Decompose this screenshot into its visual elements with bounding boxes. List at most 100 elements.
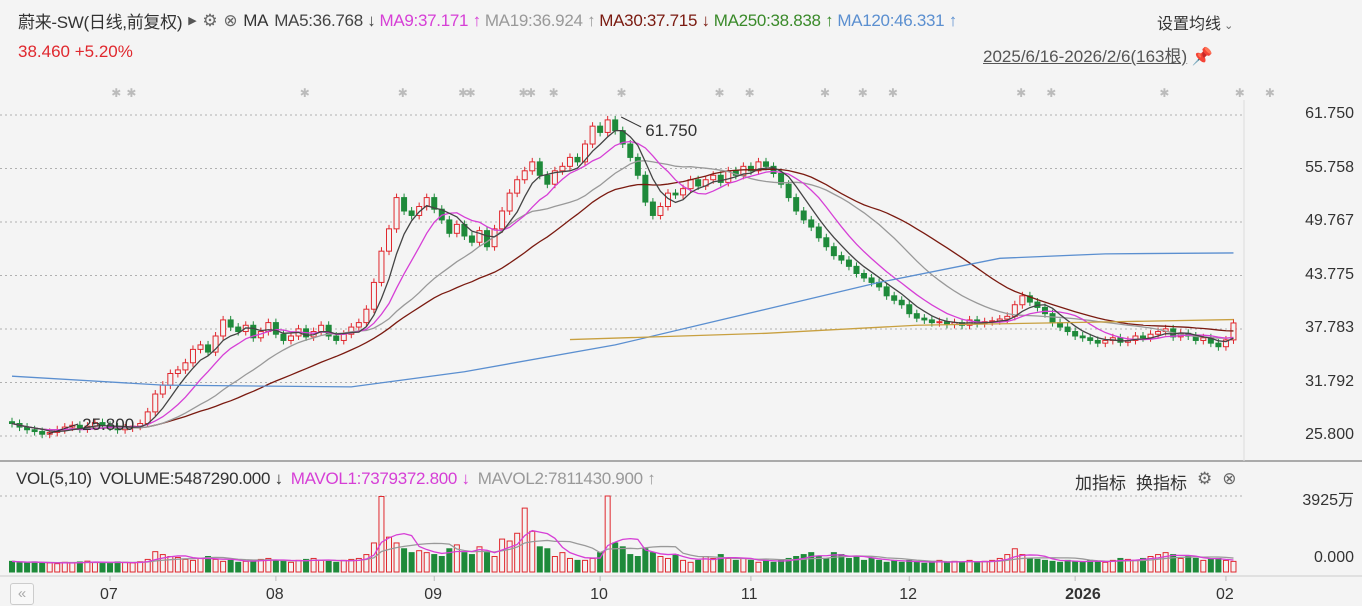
switch-indicator-button[interactable]: 换指标 xyxy=(1136,474,1187,493)
candle-down xyxy=(1026,295,1033,303)
volume-bar xyxy=(16,561,23,573)
date-range: 2025/6/16-2026/2/6(163根) 📌 xyxy=(983,42,1213,67)
candle-down xyxy=(1079,335,1086,339)
candle-down xyxy=(853,265,860,274)
set-ma-button[interactable]: 设置均线 ⌄ xyxy=(1157,10,1233,34)
volume-bar xyxy=(529,530,536,573)
candle-up xyxy=(453,223,460,234)
volume-bar xyxy=(642,548,649,573)
volume-bar xyxy=(966,559,973,573)
candle-up xyxy=(159,384,166,395)
candle-up xyxy=(152,393,159,413)
volume-bar xyxy=(830,552,837,573)
candle-down xyxy=(838,255,845,261)
indicator-controls: 加指标 换指标 ⚙ ⊗ xyxy=(1075,469,1237,494)
event-marker-icon: ✱ xyxy=(466,86,476,100)
candle-up xyxy=(755,161,762,172)
candle-down xyxy=(778,172,785,185)
candle-down xyxy=(227,319,234,328)
candle-down xyxy=(205,344,212,353)
volume-bar xyxy=(1185,556,1192,573)
ma-legend-item: MA250:38.838 ↑ xyxy=(713,10,834,30)
candle-up xyxy=(370,281,377,310)
volume-bar xyxy=(1200,559,1207,573)
price-tick-label: 37.783 xyxy=(1305,319,1354,336)
scroll-left-button[interactable]: « xyxy=(10,583,34,605)
price-tick-label: 25.800 xyxy=(1305,426,1354,443)
volume-bar xyxy=(876,559,883,573)
volume-bar xyxy=(921,562,928,573)
close-circle-icon[interactable]: ⊗ xyxy=(223,10,238,30)
volume-bar xyxy=(800,554,807,573)
volume-bar xyxy=(823,557,830,573)
candle-up xyxy=(174,369,181,374)
price-tick-label: 31.792 xyxy=(1305,372,1354,390)
double-chevron-left-icon: « xyxy=(17,585,27,602)
candle-up xyxy=(740,165,747,176)
pin-icon[interactable]: 📌 xyxy=(1191,47,1214,66)
volume-bar xyxy=(159,554,166,573)
volume-bar xyxy=(680,559,687,573)
candle-down xyxy=(793,197,800,212)
candle-down xyxy=(431,197,438,210)
add-indicator-button[interactable]: 加指标 xyxy=(1075,474,1126,493)
volume-bar xyxy=(649,552,656,573)
volume-bar xyxy=(861,559,868,573)
candle-up xyxy=(318,324,325,333)
volume-bar xyxy=(1132,559,1139,573)
volume-bar xyxy=(476,546,483,573)
candle-down xyxy=(921,317,928,321)
month-label: 2026 xyxy=(1065,586,1101,603)
volume-bar xyxy=(431,554,438,573)
volume-bar xyxy=(898,561,905,573)
volume-bar xyxy=(84,560,91,573)
price-change: +5.20% xyxy=(74,42,133,61)
volume-bar xyxy=(1124,558,1131,573)
candle-up xyxy=(167,372,174,386)
gear-icon[interactable]: ⚙ xyxy=(1197,469,1213,488)
volume-bar xyxy=(122,561,129,573)
volume-bar xyxy=(770,561,777,573)
annotation-arrow xyxy=(620,116,642,128)
candle-down xyxy=(763,161,769,167)
candle-up xyxy=(936,321,943,324)
gear-icon[interactable]: ⚙ xyxy=(202,10,218,30)
volume-bar xyxy=(265,557,272,573)
volume-bar xyxy=(974,561,981,573)
triangle-right-icon[interactable]: ▶ xyxy=(188,15,197,27)
event-marker-icon: ✱ xyxy=(1016,86,1026,100)
candle-up xyxy=(582,143,589,163)
candle-up xyxy=(657,206,664,216)
volume-bar xyxy=(778,559,785,573)
volume-bar xyxy=(1034,558,1041,573)
volume-bar xyxy=(401,548,408,573)
candle-up xyxy=(182,362,189,371)
volume-bar xyxy=(272,559,279,573)
volume-bar xyxy=(24,562,31,573)
price-tick-label: 49.767 xyxy=(1305,212,1354,229)
volume-bar xyxy=(1011,548,1018,573)
candle-up xyxy=(189,348,196,364)
candle-down xyxy=(1087,337,1094,341)
volume-bar xyxy=(582,559,589,573)
candle-up xyxy=(476,230,483,243)
volume-bar xyxy=(1019,554,1026,573)
volume-bar xyxy=(951,560,958,573)
candle-up xyxy=(589,125,596,145)
candle-up xyxy=(1222,339,1229,348)
candle-down xyxy=(861,272,868,279)
price-tick-label: 43.775 xyxy=(1305,265,1354,283)
volume-bar xyxy=(1087,559,1094,573)
close-circle-icon[interactable]: ⊗ xyxy=(1222,469,1237,488)
volume-bar xyxy=(1170,554,1177,573)
candle-up xyxy=(386,228,392,252)
volume-bar xyxy=(340,559,347,573)
volume-bar xyxy=(1230,560,1237,573)
volume-bar xyxy=(506,540,513,573)
volume-bar xyxy=(725,557,732,573)
candle-up xyxy=(566,156,573,167)
volume-bar xyxy=(1192,557,1199,573)
volume-bar xyxy=(333,561,340,573)
volume-bar xyxy=(657,556,664,573)
